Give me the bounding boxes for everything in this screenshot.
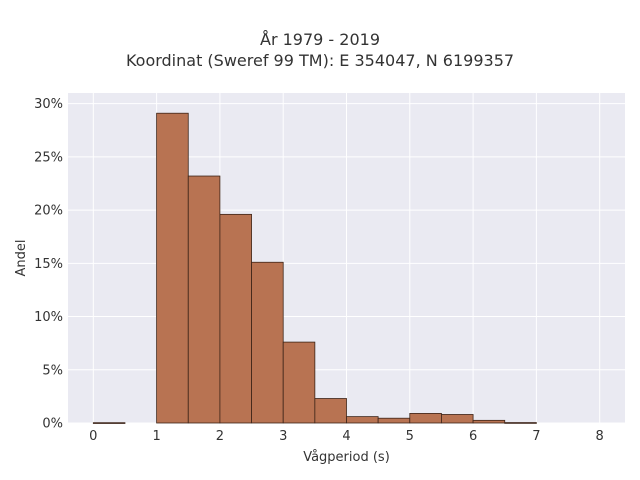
histogram-bar (219, 213, 252, 424)
histogram-bar (441, 414, 474, 424)
y-tick-label: 20% (34, 204, 63, 219)
x-tick-label: 4 (342, 429, 350, 444)
y-axis-label: Andel (14, 240, 29, 277)
histogram-bar (504, 422, 537, 424)
chart-title: År 1979 - 2019 (260, 30, 380, 49)
chart-subtitle: Koordinat (Sweref 99 TM): E 354047, N 61… (125, 51, 515, 70)
histogram-bar (314, 398, 347, 424)
x-tick-label: 7 (532, 429, 540, 444)
y-tick-label: 0% (42, 417, 63, 432)
histogram-bar (409, 413, 442, 424)
x-tick-label: 6 (469, 429, 477, 444)
x-tick-label: 1 (152, 429, 160, 444)
histogram-bar (282, 341, 316, 424)
y-tick-label: 5% (42, 363, 63, 378)
x-tick-label: 3 (279, 429, 287, 444)
histogram-bar (472, 419, 506, 424)
histogram-bar (92, 422, 126, 424)
histogram-bar (156, 112, 189, 424)
y-tick-label: 25% (34, 150, 63, 165)
x-tick-label: 2 (216, 429, 224, 444)
x-axis-label: Vågperiod (s) (303, 450, 390, 465)
bars-group (92, 112, 537, 424)
x-tick-label: 0 (89, 429, 97, 444)
x-tick-label: 8 (596, 429, 604, 444)
x-tick-labels: 0 1 2 3 4 5 6 7 8 (89, 429, 604, 444)
y-tick-label: 30% (34, 97, 63, 112)
histogram-bar (346, 416, 379, 424)
y-tick-label: 10% (34, 310, 63, 325)
y-tick-label: 15% (34, 257, 63, 272)
y-tick-labels: 0% 5% 10% 15% 20% 25% 30% (34, 97, 63, 431)
histogram-bar (187, 175, 221, 424)
histogram-bar (377, 417, 411, 424)
x-tick-label: 5 (406, 429, 414, 444)
histogram-bar (251, 261, 284, 424)
